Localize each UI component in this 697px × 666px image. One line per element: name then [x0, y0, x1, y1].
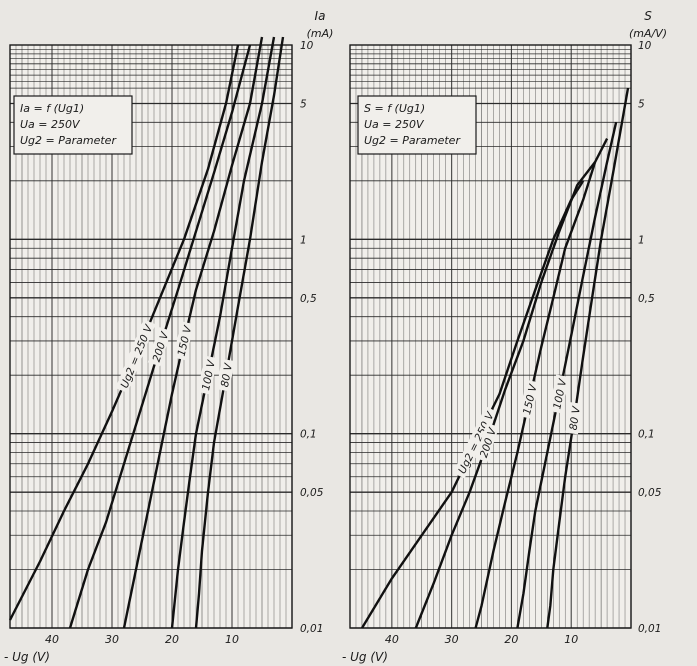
- series-label-bg: [216, 358, 235, 392]
- x-tick-label: 20: [504, 633, 518, 646]
- y-axis-title: S: [644, 9, 652, 23]
- x-tick-label: 30: [105, 633, 119, 646]
- series-line-1: [360, 180, 585, 629]
- y-tick-label: 0,01: [300, 623, 323, 635]
- series-label-bg: [172, 321, 195, 361]
- y-axis-unit: (mA/V): [629, 27, 667, 40]
- x-tick-label: 40: [45, 633, 59, 646]
- series-label-bg: [565, 402, 583, 435]
- y-tick-label: 0,01: [638, 623, 661, 635]
- legend-line-2: Ua = 250V: [20, 118, 81, 131]
- plot-frame: [9, 44, 293, 629]
- x-axis-title: - Ug (V): [4, 650, 50, 664]
- y-tick-label: 10: [300, 40, 314, 52]
- legend-line-2: Ua = 250V: [364, 118, 425, 131]
- series-label-bg: [115, 319, 156, 393]
- y-tick-label: 5: [638, 99, 645, 111]
- series-label-5: 80 V: [568, 405, 583, 431]
- plot-frame: [349, 44, 632, 629]
- legend-line-3: Ug2 = Parameter: [20, 134, 117, 147]
- y-tick-label: 0,1: [638, 429, 655, 441]
- series-label-bg: [474, 422, 500, 463]
- y-tick-label: 10: [638, 40, 652, 52]
- series-line-2: [414, 161, 597, 629]
- series-label-bg: [147, 327, 172, 367]
- legend-box: [13, 95, 133, 155]
- legend-line-3: Ug2 = Parameter: [364, 134, 461, 147]
- x-axis-title: - Ug (V): [342, 650, 388, 664]
- x-tick-label: 40: [385, 633, 399, 646]
- y-tick-label: 1: [300, 234, 307, 246]
- x-tick-label: 20: [165, 633, 179, 646]
- series-line-3: [474, 138, 609, 629]
- legend-line-1: Ia = f (Ug1): [20, 102, 84, 115]
- series-line-5: [546, 87, 630, 629]
- x-tick-label: 10: [225, 633, 239, 646]
- series-label-bg: [548, 374, 569, 414]
- legend-line-1: S = f (Ug1): [364, 102, 425, 115]
- y-tick-label: 0,05: [300, 487, 324, 499]
- y-tick-label: 1: [638, 234, 645, 246]
- y-tick-label: 0,5: [638, 293, 655, 305]
- legend-box: [357, 95, 477, 155]
- y-tick-label: 0,5: [300, 293, 317, 305]
- series-label-bg: [518, 379, 540, 419]
- y-tick-label: 0,1: [300, 429, 317, 441]
- x-tick-label: 10: [564, 633, 578, 646]
- series-label-bg: [197, 355, 218, 395]
- y-tick-label: 0,05: [638, 487, 662, 499]
- series-label-5: 80 V: [219, 362, 235, 388]
- y-tick-label: 5: [300, 99, 307, 111]
- y-axis-unit: (mA): [307, 27, 334, 40]
- y-axis-title: Ia: [315, 9, 326, 23]
- x-tick-label: 30: [445, 633, 459, 646]
